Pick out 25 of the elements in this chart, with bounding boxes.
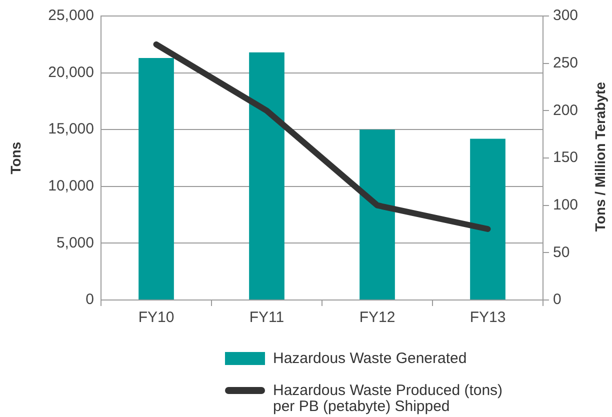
y-axis-title: Tons [7, 142, 24, 174]
x-tick-label: FY13 [470, 309, 506, 326]
y-tick-label: 20,000 [48, 64, 94, 81]
y2-tick-label: 100 [553, 196, 578, 214]
y2-tick-label: 150 [553, 149, 578, 166]
y-tick-label: 15,000 [48, 120, 94, 138]
y2-tick-label: 50 [553, 244, 570, 261]
legend-label: Hazardous Waste Generated [273, 350, 467, 367]
x-tick-label: FY12 [359, 309, 396, 326]
y2-axis-title: Tons / Million Terabyte [592, 82, 608, 232]
legend-label: Hazardous Waste Produced (tons) per PB (petabyte) Shipped [273, 382, 504, 415]
x-tick-label: FY11 [249, 309, 284, 326]
bar [138, 58, 174, 300]
y-tick-label: 10,000 [48, 178, 94, 195]
bar [360, 130, 395, 300]
y2-tick-label: 200 [553, 102, 578, 119]
y-tick-label: 0 [86, 291, 94, 308]
x-tick-label: FY10 [138, 309, 174, 326]
y2-tick-label: 300 [553, 7, 578, 24]
y-tick-label: 25,000 [48, 7, 94, 24]
bar [249, 52, 284, 300]
bar [470, 138, 506, 300]
y2-tick-label: 0 [553, 291, 562, 308]
y2-tick-label: 250 [553, 54, 578, 72]
y-tick-label: 5,000 [56, 234, 94, 252]
